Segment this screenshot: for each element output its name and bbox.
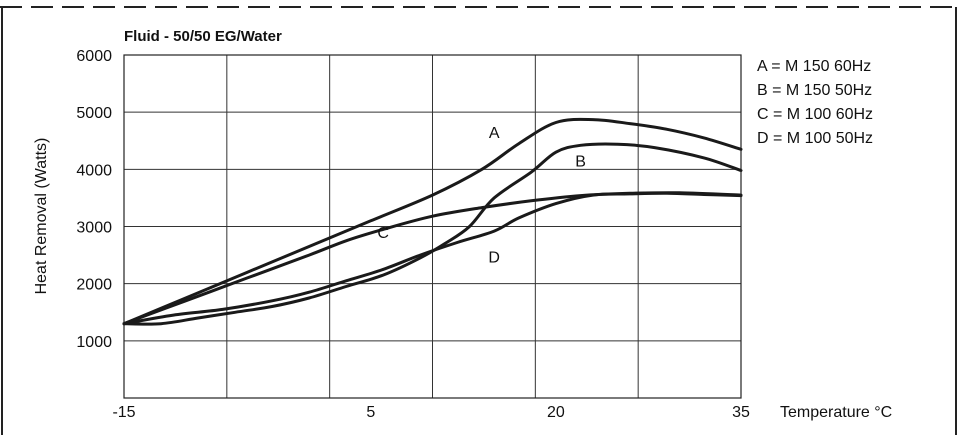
series-line-b [122, 142, 743, 326]
x-tick-label: -15 [112, 404, 135, 421]
curve-labels: A B C D [377, 125, 586, 267]
y-tick-label: 2000 [76, 277, 112, 294]
y-tick-label: 4000 [76, 162, 112, 179]
series-line-a [122, 117, 743, 326]
y-tick-label: 3000 [76, 220, 112, 237]
curve-label-b: B [575, 153, 586, 170]
curve-label-c: C [377, 225, 389, 242]
legend: A = M 150 60Hz B = M 150 50Hz C = M 100 60… [757, 58, 873, 147]
curve-label-a: A [489, 125, 500, 142]
y-tick-label: 6000 [76, 48, 112, 65]
y-tick-label: 5000 [76, 105, 112, 122]
chart-title: Fluid - 50/50 EG/Water [124, 28, 282, 45]
x-tick-label: 5 [366, 404, 375, 421]
curves [122, 117, 743, 326]
y-tick-label: 1000 [76, 334, 112, 351]
legend-entry: B = M 150 50Hz [757, 82, 872, 99]
y-tick-labels: 6000 5000 4000 3000 2000 1000 [76, 48, 112, 351]
plot-frame [123, 54, 742, 399]
legend-entry: C = M 100 60Hz [757, 106, 873, 123]
x-axis-label: Temperature °C [780, 404, 892, 421]
x-tick-label: 20 [547, 404, 565, 421]
legend-entry: A = M 150 60Hz [757, 58, 871, 75]
series-line-d [122, 191, 743, 326]
curve-label-d: D [488, 250, 500, 267]
legend-entry: D = M 100 50Hz [757, 130, 873, 147]
x-tick-label: 35 [732, 404, 750, 421]
grid [123, 54, 742, 399]
y-axis-label: Heat Removal (Watts) [33, 138, 50, 295]
x-tick-labels: -15 5 20 35 [112, 404, 750, 421]
